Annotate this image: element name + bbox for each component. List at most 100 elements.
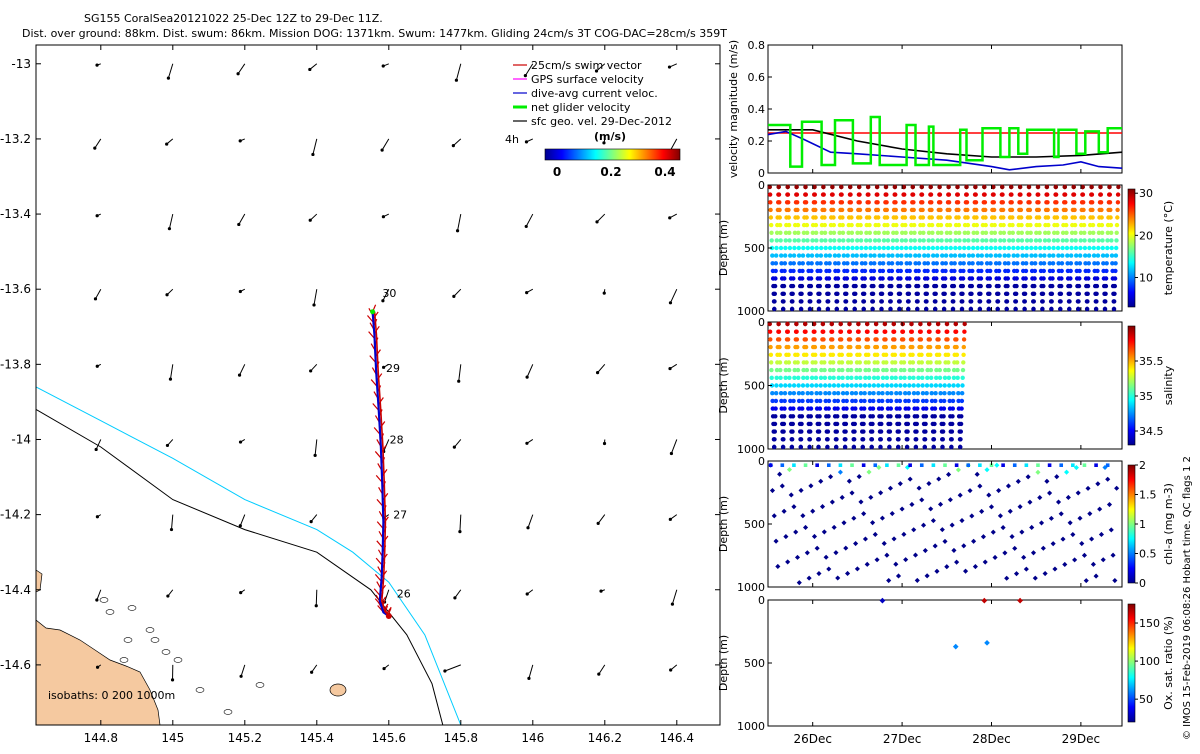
- speed-colorbar: [545, 149, 680, 160]
- profile-sample-point: [1011, 238, 1015, 242]
- profile-sample-point: [1082, 223, 1086, 227]
- day-label: 30: [382, 287, 396, 300]
- profile-sample-point: [822, 345, 826, 349]
- profile-sample-point: [1036, 192, 1040, 196]
- profile-sample-point: [783, 376, 787, 380]
- chlorophyll-sample-point: [865, 562, 870, 567]
- geo-velocity-arrow: [170, 364, 172, 379]
- profile-sample-point: [853, 422, 857, 426]
- profile-sample-point: [816, 445, 820, 449]
- profile-sample-point: [818, 276, 822, 280]
- profile-sample-point: [853, 307, 857, 311]
- profile-sample-point: [854, 376, 858, 380]
- geo-velocity-arrowhead: [169, 378, 172, 381]
- profile-sample-point: [939, 238, 943, 242]
- profile-sample-point: [933, 299, 937, 303]
- profile-sample-point: [862, 284, 866, 288]
- profile-sample-point: [935, 261, 939, 265]
- profile-sample-point: [939, 231, 943, 235]
- profile-sample-point: [937, 185, 941, 189]
- chlorophyll-sample-point: [951, 548, 956, 553]
- profile-sample-point: [943, 269, 947, 273]
- geo-velocity-arrow: [385, 590, 389, 602]
- profile-sample-point: [772, 307, 776, 311]
- oxygen-panel-frame: [768, 600, 1122, 726]
- profile-sample-point: [1099, 208, 1103, 212]
- profile-sample-point: [813, 353, 817, 357]
- profile-sample-point: [805, 368, 809, 372]
- chlorophyll-sample-point: [878, 490, 883, 495]
- chlorophyll-surface-point: [1036, 463, 1040, 467]
- profile-sample-point: [834, 437, 838, 441]
- chlorophyll-sample-point: [1016, 479, 1021, 484]
- profile-sample-point: [933, 414, 937, 418]
- geo-velocity-arrowhead: [239, 524, 242, 527]
- profile-sample-point: [1050, 276, 1054, 280]
- profile-sample-point: [804, 200, 808, 204]
- geo-velocity-arrowhead: [166, 444, 169, 447]
- profile-sample-point: [1052, 238, 1056, 242]
- profile-sample-point: [876, 368, 880, 372]
- chlorophyll-sample-point: [1089, 536, 1094, 541]
- profile-sample-point: [788, 391, 792, 395]
- reef-outline: [146, 628, 154, 633]
- profile-sample-point: [850, 391, 854, 395]
- profile-sample-point: [920, 383, 924, 387]
- profile-sample-point: [929, 208, 933, 212]
- profile-sample-point: [1077, 269, 1081, 273]
- profile-sample-point: [801, 391, 805, 395]
- panel-y-label: velocity magnitude (m/s): [727, 40, 740, 178]
- profile-sample-point: [1103, 292, 1107, 296]
- profile-sample-point: [948, 238, 952, 242]
- profile-sample-point: [836, 284, 840, 288]
- profile-sample-point: [933, 391, 937, 395]
- profile-sample-point: [837, 253, 841, 257]
- profile-sample-point: [993, 238, 997, 242]
- panel-y-tick-label: 1000: [737, 720, 765, 733]
- profile-sample-point: [998, 238, 1002, 242]
- profile-sample-point: [903, 208, 907, 212]
- profile-sample-point: [880, 292, 884, 296]
- profile-sample-point: [1018, 185, 1022, 189]
- profile-sample-point: [1023, 276, 1027, 280]
- profile-sample-point: [859, 246, 863, 250]
- profile-sample-point: [1037, 208, 1041, 212]
- profile-sample-point: [906, 414, 910, 418]
- profile-sample-point: [1033, 269, 1037, 273]
- profile-sample-point: [943, 383, 947, 387]
- profile-sample-point: [782, 269, 786, 273]
- profile-sample-point: [1050, 284, 1054, 288]
- chlorophyll-sample-point: [917, 486, 922, 491]
- geo-velocity-arrow: [672, 590, 676, 604]
- profile-sample-point: [854, 276, 858, 280]
- profile-sample-point: [906, 299, 910, 303]
- profile-sample-point: [782, 284, 786, 288]
- chlorophyll-sample-point: [1064, 470, 1069, 475]
- profile-sample-point: [836, 261, 840, 265]
- profile-sample-point: [1116, 200, 1120, 204]
- profile-sample-point: [955, 353, 959, 357]
- profile-sample-point: [956, 215, 960, 219]
- profile-sample-point: [974, 192, 978, 196]
- profile-sample-point: [1078, 253, 1082, 257]
- profile-sample-point: [786, 353, 790, 357]
- panel-y-tick-label: 0: [758, 455, 765, 468]
- chlorophyll-sample-point: [803, 525, 808, 530]
- profile-sample-point: [951, 383, 955, 387]
- profile-sample-point: [870, 422, 874, 426]
- profile-sample-point: [1091, 238, 1095, 242]
- profile-sample-point: [1051, 269, 1055, 273]
- profile-sample-point: [1036, 200, 1040, 204]
- profile-sample-point: [826, 292, 830, 296]
- profile-sample-point: [875, 192, 879, 196]
- panel-y-tick-label: 0: [758, 179, 765, 192]
- profile-sample-point: [907, 292, 911, 296]
- profile-sample-point: [934, 383, 938, 387]
- geo-velocity-arrowhead: [382, 366, 385, 369]
- profile-sample-point: [813, 360, 817, 364]
- profile-sample-point: [920, 208, 924, 212]
- chlorophyll-sample-point: [822, 529, 827, 534]
- profile-sample-point: [781, 445, 785, 449]
- profile-sample-point: [879, 429, 883, 433]
- profile-sample-point: [942, 299, 946, 303]
